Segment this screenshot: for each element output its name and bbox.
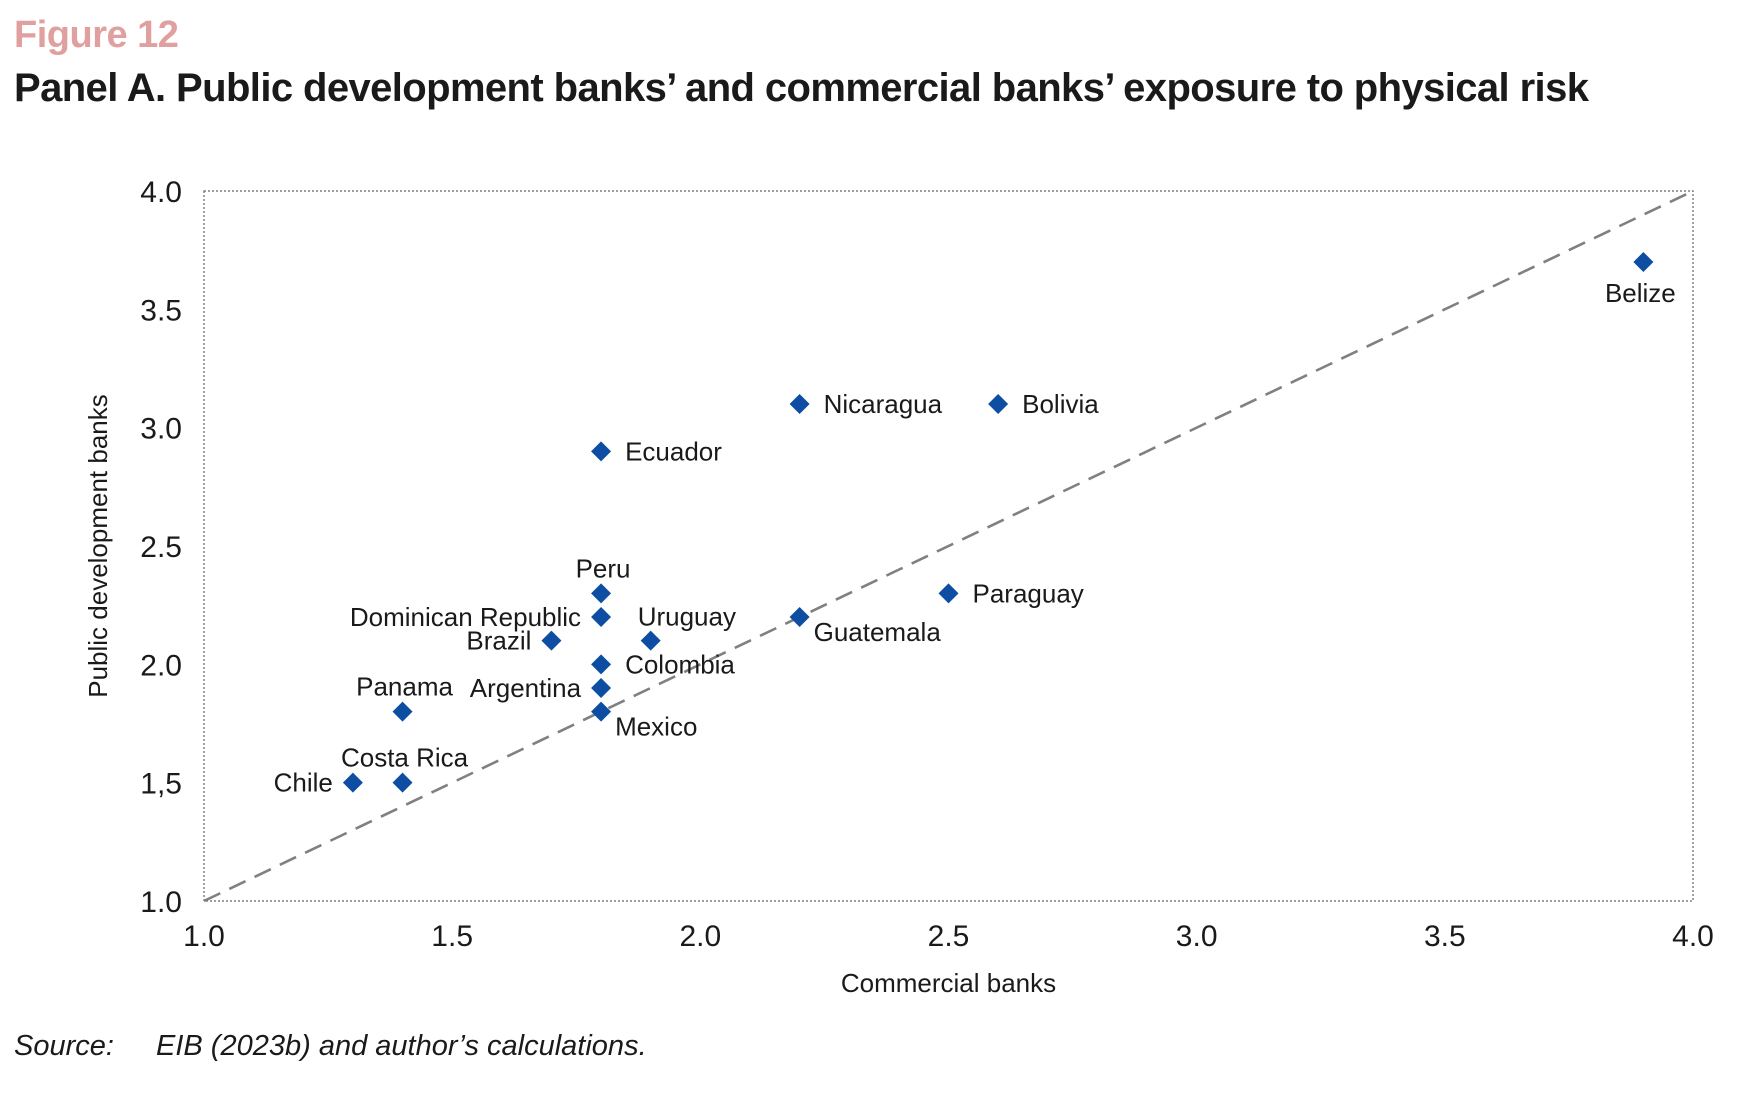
point-label: Ecuador: [625, 436, 722, 466]
data-point-marker: [591, 583, 612, 604]
point-label: Uruguay: [638, 602, 736, 632]
point-label: Peru: [576, 553, 631, 583]
x-axis-title: Commercial banks: [841, 968, 1056, 998]
data-point-marker: [789, 607, 810, 627]
point-label: Bolivia: [1022, 389, 1099, 419]
point-label: Nicaragua: [824, 389, 943, 419]
y-axis-title: Public development banks: [83, 394, 113, 698]
data-point-marker: [591, 678, 612, 698]
data-point-marker: [392, 701, 413, 722]
y-axis-ticks: 1.0 1,5 2.0 2.5 3.0 3.5 4.0: [140, 176, 182, 919]
data-points: [342, 252, 1654, 793]
x-axis-ticks: 1.0 1.5 2.0 2.5 3.0 3.5 4.0: [183, 920, 1714, 953]
y-tick-label: 1,5: [140, 768, 182, 801]
data-point-marker: [591, 654, 612, 675]
y-tick-label: 1.0: [140, 886, 182, 919]
y-tick-label: 3.5: [140, 294, 182, 327]
x-tick-label: 2.0: [679, 920, 721, 953]
point-label: Panama: [356, 672, 453, 702]
y-tick-label: 2.0: [140, 649, 182, 682]
source-note: Source: EIB (2023b) and author’s calcula…: [14, 1030, 647, 1063]
point-label: Belize: [1605, 278, 1676, 308]
point-label: Paraguay: [973, 578, 1084, 608]
point-label: Chile: [274, 768, 333, 798]
point-label: Mexico: [615, 712, 697, 742]
data-point-marker: [541, 630, 562, 651]
y-tick-label: 3.0: [140, 413, 182, 446]
x-tick-label: 3.5: [1424, 920, 1466, 953]
point-labels: Belize Nicaragua Bolivia Ecuador Peru Dominic…: [274, 278, 1676, 798]
data-point-marker: [938, 583, 959, 604]
data-point-marker: [640, 630, 661, 651]
point-label: Brazil: [466, 626, 531, 656]
data-point-marker: [789, 394, 810, 414]
data-point-marker: [392, 772, 413, 793]
data-point-marker: [591, 441, 612, 462]
point-label: Costa Rica: [341, 743, 469, 773]
y-tick-label: 2.5: [140, 531, 182, 564]
point-label: Colombia: [625, 649, 735, 679]
x-tick-label: 3.0: [1176, 920, 1218, 953]
data-point-marker: [591, 607, 612, 627]
reference-diagonal-line: [203, 189, 1694, 903]
data-point-marker: [988, 394, 1009, 414]
x-tick-label: 1.5: [431, 920, 473, 953]
data-point-marker: [1633, 252, 1654, 272]
scatter-chart: 1.0 1.5 2.0 2.5 3.0 3.5 4.0 1.0 1,5 2.0 2.5 3.0 3.5…: [83, 176, 1714, 998]
data-point-marker: [591, 701, 612, 722]
x-tick-label: 1.0: [183, 920, 225, 953]
x-tick-label: 4.0: [1672, 920, 1714, 953]
chart-title: Panel A. Public development banks’ and c…: [14, 66, 1589, 110]
y-tick-label: 4.0: [140, 176, 182, 209]
x-tick-label: 2.5: [928, 920, 970, 953]
figure-label: Figure 12: [14, 14, 179, 56]
data-point-marker: [342, 772, 363, 793]
source-label: Source:: [14, 1030, 114, 1062]
source-text: EIB (2023b) and author’s calculations.: [156, 1030, 647, 1062]
point-label: Argentina: [470, 673, 582, 703]
point-label: Dominican Republic: [350, 602, 581, 632]
point-label: Guatemala: [814, 617, 942, 647]
plot-frame: [203, 190, 1694, 902]
